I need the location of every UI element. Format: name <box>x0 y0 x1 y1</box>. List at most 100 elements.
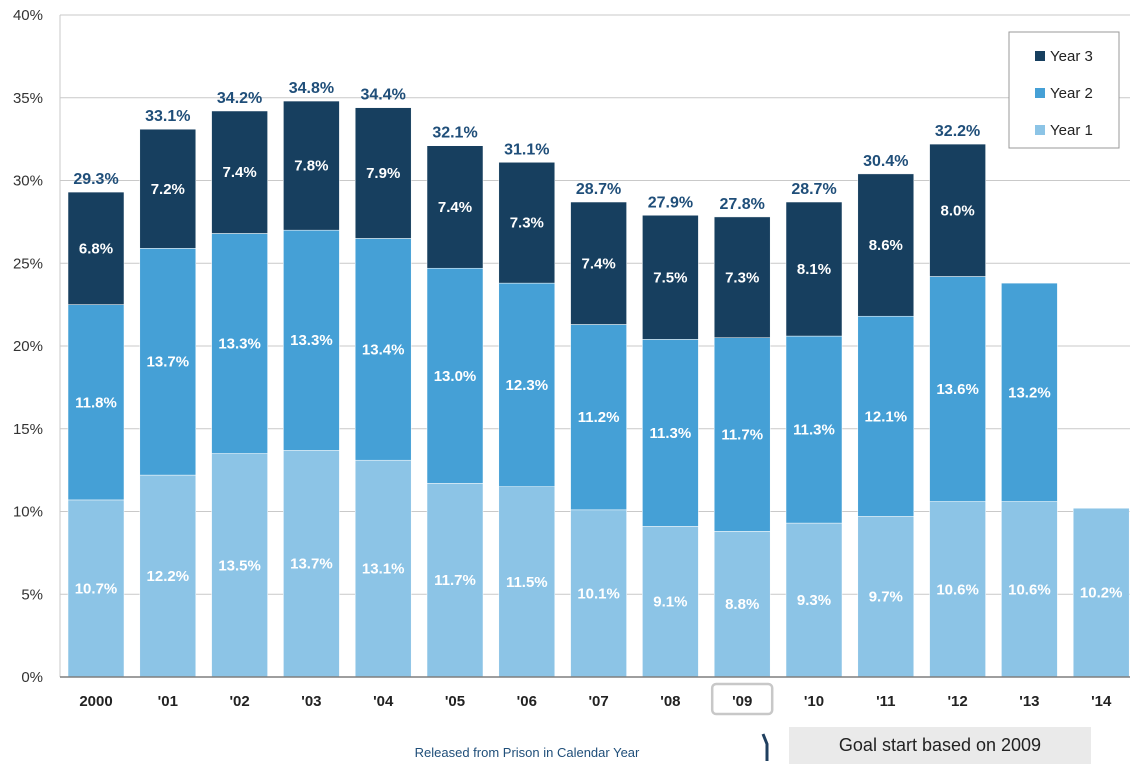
bar-segment-year-2 <box>1001 282 1058 502</box>
bar-segment-year-3 <box>785 201 843 337</box>
bars: 10.7% 11.8% 6.8% 29.3% 12.2% 13.7% 7.2% 33.1% 13… <box>67 80 1130 678</box>
bar-segment-year-2 <box>929 276 986 502</box>
x-tick-label: '10 <box>804 693 824 710</box>
bar-segment-year-1 <box>1072 507 1130 678</box>
data-label: 12.2% <box>147 568 190 585</box>
data-label: 13.2% <box>1008 384 1051 401</box>
bar-segment-year-2 <box>642 339 699 527</box>
data-label: 11.3% <box>650 425 692 442</box>
data-label: 11.2% <box>578 409 620 426</box>
data-label: 13.0% <box>434 368 477 385</box>
bar-segment-year-2 <box>283 229 340 451</box>
y-tick-label: 30% <box>13 173 43 190</box>
bar-segment-year-2 <box>570 324 627 511</box>
x-tick-label: '04 <box>373 693 394 710</box>
bar-segment-year-1 <box>642 526 699 678</box>
total-label: 28.7% <box>791 181 836 198</box>
bar-segment-year-1 <box>67 499 125 678</box>
bar-segment-year-3 <box>283 100 340 231</box>
y-tick-label: 15% <box>13 421 43 438</box>
bar-segment-year-1 <box>713 531 771 678</box>
x-tick-label: '11 <box>876 693 895 710</box>
bar-segment-year-2 <box>211 233 268 454</box>
data-label: 12.3% <box>506 377 549 394</box>
bar-segment-year-1 <box>354 459 412 678</box>
bar-segment-year-1 <box>283 450 340 678</box>
total-label: 34.4% <box>361 87 406 104</box>
total-label: 27.9% <box>648 194 693 211</box>
x-tick-label: '09 <box>732 693 752 710</box>
y-tick-label: 25% <box>13 255 43 272</box>
bar-segment-year-3 <box>426 145 484 269</box>
y-tick-label: 10% <box>13 504 43 521</box>
x-axis-title: Released from Prison in Calendar Year <box>415 745 640 760</box>
total-label: 30.4% <box>863 153 908 170</box>
total-label: 27.8% <box>720 196 765 213</box>
data-label: 13.1% <box>362 561 405 578</box>
data-label: 7.8% <box>294 158 328 175</box>
data-label: 7.4% <box>438 199 472 216</box>
y-axis-tick-labels: 0% 5% 10% 15% 20% 25% 30% 35% 40% <box>13 7 43 686</box>
bar-segment-year-1 <box>785 522 843 678</box>
y-tick-label: 40% <box>13 7 43 24</box>
bar-segment-year-3 <box>857 173 915 317</box>
data-label: 13.7% <box>147 354 190 371</box>
total-label: 32.1% <box>432 125 477 142</box>
bar-segment-year-1 <box>1001 501 1058 678</box>
y-tick-label: 5% <box>21 586 43 603</box>
data-label: 9.7% <box>869 589 903 606</box>
total-label: 32.2% <box>935 123 980 140</box>
data-label: 13.6% <box>936 381 979 398</box>
data-label: 6.8% <box>79 240 113 257</box>
x-tick-label: '03 <box>301 693 321 710</box>
data-label: 8.6% <box>869 237 903 254</box>
legend-swatch <box>1035 125 1045 135</box>
bar-segment-year-1 <box>426 483 484 678</box>
data-label: 9.1% <box>653 594 687 611</box>
bar-segment-year-3 <box>498 162 556 284</box>
data-label: 12.1% <box>865 408 908 425</box>
legend-swatch <box>1035 51 1045 61</box>
total-label: 28.7% <box>576 181 621 198</box>
data-label: 13.3% <box>218 336 261 353</box>
x-tick-label: '08 <box>660 693 680 710</box>
bar-segment-year-3 <box>354 107 412 239</box>
y-tick-label: 0% <box>21 669 43 686</box>
bar-segment-year-2 <box>713 337 771 532</box>
bar-segment-year-3 <box>211 110 268 234</box>
data-label: 11.5% <box>506 574 548 591</box>
x-tick-label: '07 <box>588 693 608 710</box>
bar-segment-year-2 <box>67 304 125 501</box>
x-axis-tick-labels: 2000 '01 '02 '03 '04 '05 '06 '07 '08 '09 '10 '11 '12… <box>79 682 1112 716</box>
y-tick-label: 20% <box>13 338 43 355</box>
data-label: 11.3% <box>793 422 835 439</box>
bar-segment-year-2 <box>785 335 843 524</box>
data-label: 10.6% <box>936 581 979 598</box>
data-label: 7.2% <box>151 181 185 198</box>
data-label: 7.3% <box>725 269 759 286</box>
data-label: 7.3% <box>510 215 544 232</box>
data-label: 10.6% <box>1008 581 1051 598</box>
goal-pointer-icon <box>761 733 769 761</box>
x-tick-label: '12 <box>947 693 967 710</box>
bar-segment-year-2 <box>498 282 556 487</box>
bar-segment-year-2 <box>139 248 197 476</box>
goal-annotation-text: Goal start based on 2009 <box>839 735 1041 755</box>
bar-segment-year-2 <box>354 238 412 461</box>
bar-segment-year-3 <box>713 216 771 338</box>
goal-annotation-box <box>789 727 1091 764</box>
data-label: 11.8% <box>75 394 117 411</box>
x-tick-label: '05 <box>445 693 465 710</box>
total-label: 33.1% <box>145 108 190 125</box>
bar-segment-year-3 <box>570 201 627 325</box>
legend-box <box>1008 31 1120 149</box>
highlight-box <box>710 682 774 716</box>
data-label: 9.3% <box>797 592 831 609</box>
total-label: 31.1% <box>504 141 549 158</box>
legend-label: Year 2 <box>1050 85 1093 102</box>
y-tick-label: 35% <box>13 90 43 107</box>
legend-swatch <box>1035 88 1045 98</box>
data-label: 10.7% <box>75 580 118 597</box>
goal-annotation: Goal start based on 2009 <box>761 727 1091 764</box>
